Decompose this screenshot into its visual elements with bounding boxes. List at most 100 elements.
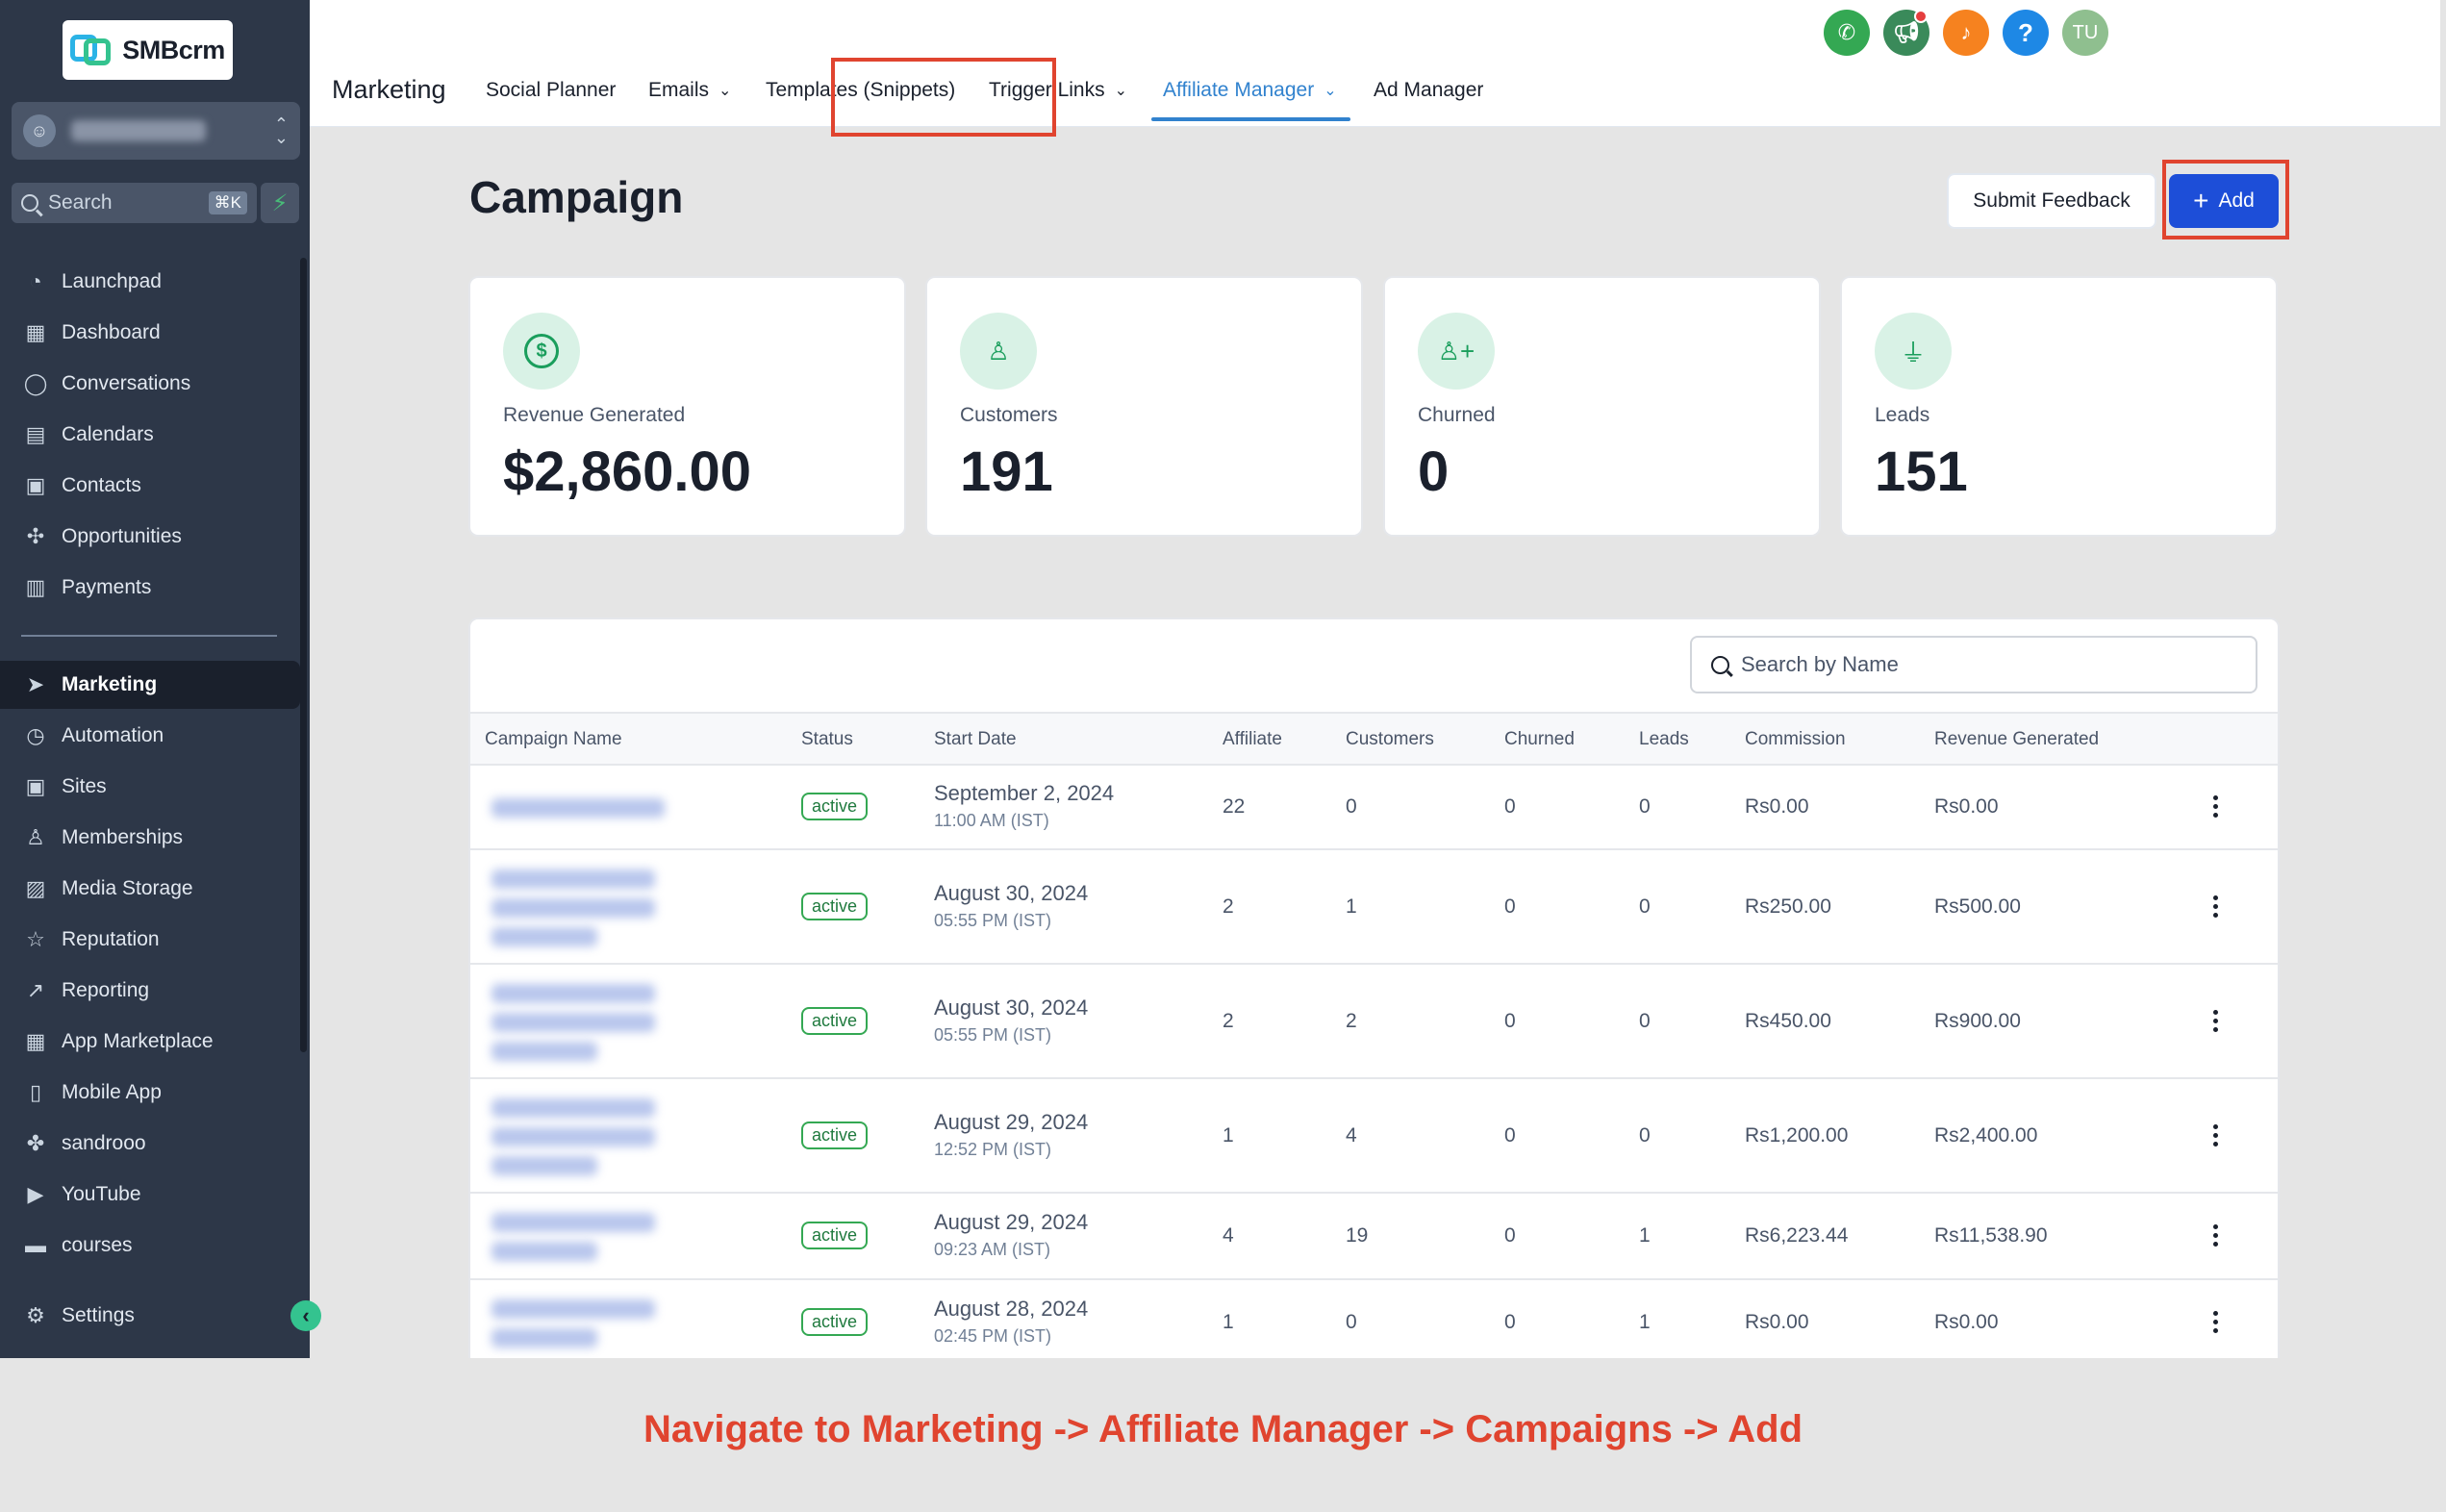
sidebar-item-courses[interactable]: ▬ courses [0,1222,300,1270]
add-campaign-button[interactable]: + Add [2169,174,2279,228]
campaign-search-placeholder: Search by Name [1741,652,1899,676]
bolt-icon: ⚡ [271,189,289,216]
campaign-name-redacted[interactable] [492,1299,655,1319]
highlight-affiliate-tab [831,58,1056,137]
column-header[interactable]: Status [801,729,853,749]
sidebar-item-calendars[interactable]: ▤ Calendars [0,411,300,459]
tab-emails[interactable]: Emails ⌄ [648,79,731,102]
column-header[interactable]: Commission [1745,729,1846,749]
opportunities-icon: ✣ [26,524,45,548]
sidebar-item-launchpad[interactable]: ◔ Launchpad [0,258,300,306]
row-actions-menu-icon[interactable] [2211,1009,2219,1032]
column-header[interactable]: Affiliate [1223,729,1282,749]
sidebar-item-sites[interactable]: ▣ Sites [0,763,300,811]
campaign-name-redacted[interactable] [492,869,655,889]
table-row[interactable]: active August 28, 2024 02:45 PM (IST) 1 0 0 1 R… [470,1280,2278,1358]
sidebar-item-opportunities[interactable]: ✣ Opportunities [0,513,300,561]
sidebar-item-automation[interactable]: ◷ Automation [0,712,300,760]
sidebar-item-label: Contacts [62,474,141,496]
memberships-icon: ♙ [26,825,45,849]
table-row[interactable]: active August 30, 2024 05:55 PM (IST) 2 2 0 0 R… [470,965,2278,1079]
phone-button[interactable]: ✆ [1824,10,1870,56]
sidebar-item-dashboard[interactable]: ▦ Dashboard [0,309,300,357]
campaign-name-redacted[interactable] [492,1213,655,1232]
cell-commission: Rs1,200.00 [1745,1123,1849,1147]
start-time: 05:55 PM (IST) [934,1024,1052,1045]
campaign-name-redacted[interactable] [492,1126,655,1147]
table-row[interactable]: active August 29, 2024 12:52 PM (IST) 1 4 0 0 R… [470,1079,2278,1194]
row-actions-menu-icon[interactable] [2211,1123,2219,1147]
sidebar-item-youtube[interactable]: ▶ YouTube [0,1171,300,1219]
column-header[interactable]: Customers [1346,729,1434,749]
campaign-name-redacted[interactable] [492,1242,597,1261]
stat-icon-badge: ♙ [960,313,1037,390]
campaign-name-redacted[interactable] [492,983,655,1003]
sidebar-item-payments[interactable]: ▥ Payments [0,564,300,612]
user-avatar[interactable]: TU [2062,10,2108,56]
logo-text: SMBcrm [122,35,225,64]
sidebar-item-media-storage[interactable]: ▨ Media Storage [0,865,300,913]
column-header[interactable]: Churned [1504,729,1575,749]
sidebar-scrollbar[interactable] [300,258,307,1052]
cell-leads: 0 [1639,1009,1651,1032]
collapse-sidebar-button[interactable]: ‹ [290,1300,321,1331]
cell-commission: Rs0.00 [1745,1311,1809,1333]
sidebar-item-label: Opportunities [62,525,182,547]
cell-commission: Rs0.00 [1745,795,1809,818]
help-button[interactable]: ? [2003,10,2049,56]
campaign-name-redacted[interactable] [492,1328,597,1348]
tab-ad-manager[interactable]: Ad Manager [1374,79,1483,102]
cell-churned: 0 [1504,795,1516,818]
stat-label: Revenue Generated [503,404,686,426]
sidebar-search-placeholder: Search [48,191,113,214]
sidebar-item-mobile-app[interactable]: ▯ Mobile App [0,1069,300,1117]
marketplace-icon: ▦ [25,1029,46,1053]
submit-feedback-button[interactable]: Submit Feedback [1947,173,2156,229]
sidebar-item-sandrooo[interactable]: ✤ sandrooo [0,1120,300,1168]
campaign-name-redacted[interactable] [492,926,597,946]
campaign-name-redacted[interactable] [492,1097,655,1118]
column-header[interactable]: Revenue Generated [1934,729,2100,749]
account-switcher[interactable]: ☺ ⌃ ⌄ [12,102,300,160]
sidebar-item-settings[interactable]: ⚙ Settings [0,1292,300,1340]
notifications-button[interactable]: ♪ [1943,10,1989,56]
sidebar-item-app-marketplace[interactable]: ▦ App Marketplace [0,1018,300,1066]
tab-label: Ad Manager [1374,79,1484,101]
campaign-name-redacted[interactable] [492,798,665,818]
campaign-name-redacted[interactable] [492,1155,597,1175]
sidebar-item-label: Memberships [62,826,184,848]
sidebar-item-label: sandrooo [62,1132,146,1154]
row-actions-menu-icon[interactable] [2211,1311,2219,1333]
sidebar-item-reporting[interactable]: ↗ Reporting [0,967,300,1015]
campaign-name-redacted[interactable] [492,897,655,918]
campaign-search-input[interactable]: Search by Name [1690,636,2257,693]
column-header[interactable]: Start Date [934,729,1017,749]
app-logo[interactable]: SMBcrm [63,20,233,80]
tab-trigger-links[interactable]: Trigger Links ⌄ [989,79,1127,102]
sites-icon: ▣ [25,774,46,798]
tab-social-planner[interactable]: Social Planner [486,79,616,102]
sidebar-item-memberships[interactable]: ♙ Memberships [0,814,300,862]
tab-affiliate-manager[interactable]: Affiliate Manager ⌄ [1163,79,1337,102]
row-actions-menu-icon[interactable] [2211,895,2219,918]
campaign-name-redacted[interactable] [492,1041,597,1061]
row-actions-menu-icon[interactable] [2211,795,2219,818]
sidebar-search[interactable]: Search ⌘K [12,183,257,223]
sidebar-item-marketing[interactable]: ➤ Marketing [0,661,300,709]
campaign-name-redacted[interactable] [492,1012,655,1032]
table-row[interactable]: active September 2, 2024 11:00 AM (IST) 22 0… [470,766,2278,850]
sidebar-item-contacts[interactable]: ▣ Contacts [0,462,300,510]
tab-label: Trigger Links [989,79,1105,101]
column-header[interactable]: Campaign Name [485,729,622,749]
chevron-down-icon: ⌄ [719,83,732,99]
column-header[interactable]: Leads [1639,729,1689,749]
quick-actions-button[interactable]: ⚡ [261,183,299,223]
tab-templates-snippets[interactable]: Templates (Snippets) [766,79,955,102]
start-time: 12:52 PM (IST) [934,1139,1052,1159]
row-actions-menu-icon[interactable] [2211,1224,2219,1247]
sidebar-item-reputation[interactable]: ☆ Reputation [0,916,300,964]
table-row[interactable]: active August 29, 2024 09:23 AM (IST) 4 19 0 1… [470,1194,2278,1280]
announcements-button[interactable]: 📢︎ [1883,10,1929,56]
sidebar-item-conversations[interactable]: ◯ Conversations [0,360,300,408]
table-row[interactable]: active August 30, 2024 05:55 PM (IST) 2 1 0 0 R… [470,850,2278,965]
